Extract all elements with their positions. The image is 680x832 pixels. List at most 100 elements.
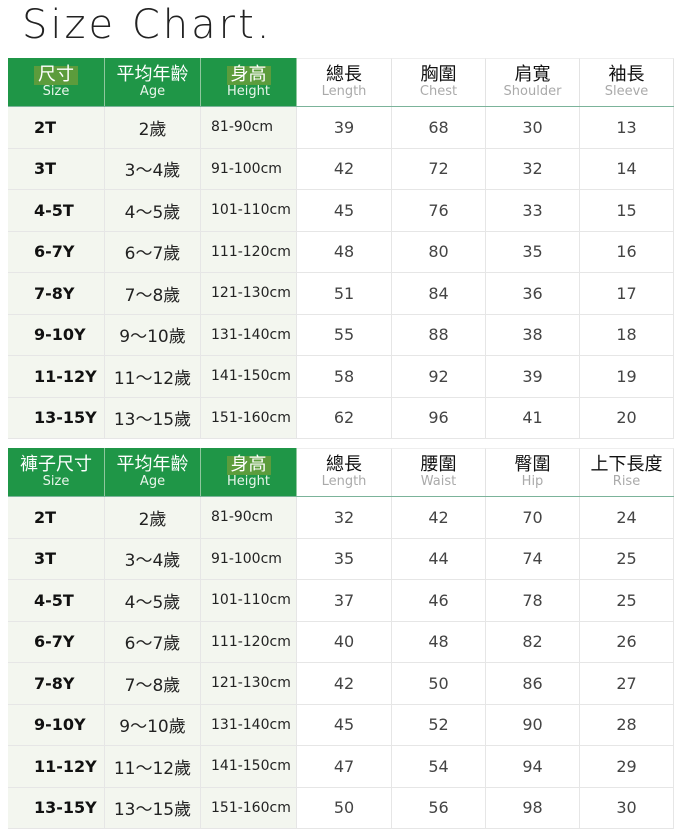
height-cell: 131-140cm: [201, 314, 297, 355]
table-row: 11-12Y 11～12歲 141-150cm 58 92 39 19: [8, 356, 674, 398]
value-cell: 51: [297, 273, 392, 314]
height-cell: 91-100cm: [201, 538, 297, 579]
header-en: Age: [139, 83, 166, 99]
value-cell: 58: [297, 356, 392, 397]
size-cell: 11-12Y: [8, 356, 105, 397]
table-row: 9-10Y 9～10歲 131-140cm 45 52 90 28: [8, 704, 674, 746]
value-cell: 32: [486, 148, 580, 189]
header-row: 尺寸 Size 平均年齡 Age 身高 Height 總長 Length 胸圍 Chest 肩寬 Sh…: [8, 58, 674, 107]
age-cell: 13～15歲: [105, 787, 201, 828]
value-cell: 42: [392, 497, 486, 538]
header-zh: 胸圍: [420, 64, 457, 86]
value-cell: 96: [392, 397, 486, 438]
size-cell: 7-8Y: [8, 663, 105, 704]
column-header: 身高 Height: [201, 58, 297, 106]
value-cell: 42: [297, 148, 392, 189]
value-cell: 42: [297, 663, 392, 704]
column-header: 尺寸 Size: [8, 58, 105, 106]
value-cell: 26: [580, 621, 674, 662]
table-row: 2T 2歲 81-90cm 39 68 30 13: [8, 107, 674, 149]
table-row: 7-8Y 7～8歲 121-130cm 51 84 36 17: [8, 273, 674, 315]
age-cell: 11～12歲: [105, 746, 201, 787]
header-en: Length: [321, 84, 367, 100]
size-cell: 9-10Y: [8, 314, 105, 355]
table-row: 3T 3～4歲 91-100cm 42 72 32 14: [8, 148, 674, 190]
table-row: 4-5T 4～5歲 101-110cm 37 46 78 25: [8, 580, 674, 622]
header-en: Chest: [419, 84, 458, 100]
size-cell: 4-5T: [8, 190, 105, 231]
table-row: 3T 3～4歲 91-100cm 35 44 74 25: [8, 538, 674, 580]
table-row: 7-8Y 7～8歲 121-130cm 42 50 86 27: [8, 663, 674, 705]
height-cell: 101-110cm: [201, 580, 297, 621]
header-zh: 肩寬: [514, 64, 551, 86]
value-cell: 17: [580, 273, 674, 314]
value-cell: 56: [392, 787, 486, 828]
value-cell: 45: [297, 704, 392, 745]
value-cell: 37: [297, 580, 392, 621]
header-en: Length: [321, 474, 367, 490]
age-cell: 13～15歲: [105, 397, 201, 438]
value-cell: 33: [486, 190, 580, 231]
age-cell: 2歲: [105, 107, 201, 148]
age-cell: 3～4歲: [105, 148, 201, 189]
column-header: 總長 Length: [297, 58, 392, 106]
header-row: 褲子尺寸 Size 平均年齡 Age 身高 Height 總長 Length 腰圍 Waist 臀圍…: [8, 448, 674, 497]
column-header: 平均年齡 Age: [105, 448, 201, 496]
value-cell: 20: [580, 397, 674, 438]
value-cell: 41: [486, 397, 580, 438]
table-row: 13-15Y 13～15歲 151-160cm 62 96 41 20: [8, 397, 674, 439]
header-en: Waist: [420, 474, 457, 490]
table-row: 2T 2歲 81-90cm 32 42 70 24: [8, 497, 674, 539]
height-cell: 121-130cm: [201, 663, 297, 704]
column-header: 褲子尺寸 Size: [8, 448, 105, 496]
value-cell: 55: [297, 314, 392, 355]
size-cell: 9-10Y: [8, 704, 105, 745]
size-cell: 2T: [8, 497, 105, 538]
table-row: 13-15Y 13～15歲 151-160cm 50 56 98 30: [8, 787, 674, 829]
size-cell: 3T: [8, 148, 105, 189]
age-cell: 4～5歲: [105, 580, 201, 621]
header-zh: 身高: [226, 455, 271, 475]
value-cell: 82: [486, 621, 580, 662]
size-cell: 7-8Y: [8, 273, 105, 314]
header-en: Hip: [521, 474, 544, 490]
page-title: Size Chart.: [22, 2, 273, 48]
value-cell: 46: [392, 580, 486, 621]
height-cell: 151-160cm: [201, 397, 297, 438]
header-zh: 腰圍: [420, 454, 457, 476]
value-cell: 84: [392, 273, 486, 314]
header-en: Shoulder: [503, 84, 562, 100]
value-cell: 13: [580, 107, 674, 148]
value-cell: 70: [486, 497, 580, 538]
height-cell: 131-140cm: [201, 704, 297, 745]
age-cell: 7～8歲: [105, 663, 201, 704]
value-cell: 40: [297, 621, 392, 662]
value-cell: 86: [486, 663, 580, 704]
header-zh: 平均年齡: [116, 63, 189, 85]
column-header: 腰圍 Waist: [392, 448, 486, 496]
value-cell: 92: [392, 356, 486, 397]
age-cell: 11～12歲: [105, 356, 201, 397]
value-cell: 25: [580, 538, 674, 579]
value-cell: 28: [580, 704, 674, 745]
column-header: 身高 Height: [201, 448, 297, 496]
value-cell: 18: [580, 314, 674, 355]
value-cell: 25: [580, 580, 674, 621]
value-cell: 38: [486, 314, 580, 355]
header-en: Age: [139, 473, 166, 489]
value-cell: 50: [392, 663, 486, 704]
top-size-table: 尺寸 Size 平均年齡 Age 身高 Height 總長 Length 胸圍 Chest 肩寬 Sh…: [8, 58, 674, 439]
value-cell: 14: [580, 148, 674, 189]
height-cell: 81-90cm: [201, 497, 297, 538]
table-row: 6-7Y 6～7歲 111-120cm 40 48 82 26: [8, 621, 674, 663]
column-header: 胸圍 Chest: [392, 58, 486, 106]
value-cell: 35: [486, 231, 580, 272]
height-cell: 91-100cm: [201, 148, 297, 189]
column-header: 袖長 Sleeve: [580, 58, 674, 106]
age-cell: 9～10歲: [105, 314, 201, 355]
pants-size-table: 褲子尺寸 Size 平均年齡 Age 身高 Height 總長 Length 腰圍 Waist 臀圍…: [8, 448, 674, 829]
value-cell: 45: [297, 190, 392, 231]
value-cell: 54: [392, 746, 486, 787]
table-row: 9-10Y 9～10歲 131-140cm 55 88 38 18: [8, 314, 674, 356]
header-zh: 褲子尺寸: [20, 453, 92, 475]
